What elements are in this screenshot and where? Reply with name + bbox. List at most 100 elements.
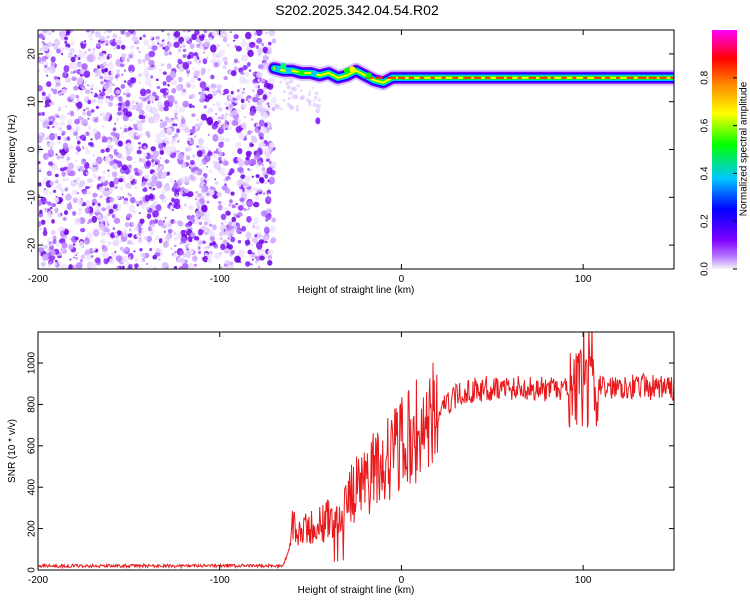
- noise-blob: [92, 192, 98, 198]
- noise-blob: [268, 77, 276, 85]
- noise-blob: [73, 198, 78, 204]
- noise-blob: [182, 262, 189, 269]
- noise-blob: [237, 148, 243, 155]
- noise-blob: [255, 151, 261, 157]
- noise-blob: [42, 37, 45, 41]
- noise-blob: [219, 167, 226, 175]
- snr-x-tick-label: -200: [28, 575, 48, 586]
- noise-blob: [256, 88, 264, 96]
- noise-blob: [123, 228, 128, 233]
- noise-blob: [295, 94, 298, 97]
- noise-blob: [142, 187, 148, 193]
- noise-blob: [99, 113, 103, 116]
- noise-blob: [75, 128, 79, 132]
- noise-blob: [237, 239, 242, 244]
- noise-blob: [218, 237, 221, 240]
- noise-blob: [250, 143, 254, 147]
- noise-blob: [189, 174, 194, 180]
- noise-blob: [248, 207, 251, 210]
- noise-blob: [85, 30, 91, 33]
- noise-blob: [268, 30, 276, 37]
- noise-blob: [249, 110, 256, 116]
- noise-blob: [195, 61, 199, 65]
- noise-blob: [241, 225, 247, 232]
- noise-blob: [120, 30, 126, 35]
- noise-blob: [197, 192, 203, 198]
- noise-blob: [135, 201, 139, 205]
- noise-blob: [181, 44, 187, 48]
- noise-blob: [145, 88, 152, 95]
- noise-blob: [162, 71, 167, 75]
- noise-blob: [194, 236, 200, 241]
- noise-blob: [118, 36, 122, 40]
- noise-blob: [78, 207, 83, 212]
- noise-blob: [162, 39, 165, 42]
- signal-blob: [349, 66, 356, 73]
- noise-blob: [270, 148, 273, 151]
- noise-blob: [143, 38, 149, 46]
- noise-blob: [231, 204, 236, 209]
- snr-x-label: Height of straight line (km): [298, 585, 415, 596]
- noise-blob: [157, 100, 161, 103]
- noise-blob: [48, 264, 51, 268]
- noise-blob: [125, 88, 131, 94]
- noise-blob: [258, 119, 265, 127]
- noise-blob: [202, 51, 206, 54]
- noise-blob: [260, 104, 263, 108]
- noise-blob: [119, 127, 122, 129]
- noise-blob: [178, 126, 182, 130]
- noise-blob: [152, 219, 155, 223]
- noise-blob: [314, 91, 319, 96]
- noise-blob: [91, 247, 96, 252]
- noise-blob: [159, 241, 162, 244]
- noise-blob: [182, 30, 187, 33]
- noise-blob: [228, 119, 232, 123]
- noise-blob: [121, 164, 128, 171]
- noise-blob: [267, 82, 274, 90]
- noise-blob: [212, 54, 217, 58]
- noise-blob: [113, 217, 121, 224]
- noise-blob: [92, 173, 98, 179]
- noise-blob: [245, 150, 252, 156]
- noise-blob: [43, 188, 47, 191]
- snr-x-tick-label: 100: [575, 575, 592, 586]
- noise-blob: [87, 54, 94, 62]
- noise-blob: [207, 151, 213, 157]
- noise-blob: [292, 86, 297, 92]
- noise-blob: [130, 77, 137, 84]
- noise-blob: [136, 234, 140, 238]
- noise-blob: [172, 109, 179, 116]
- noise-blob: [116, 69, 121, 74]
- noise-blob: [241, 54, 248, 62]
- signal-blob: [311, 70, 318, 77]
- noise-blob: [260, 210, 268, 217]
- noise-blob: [150, 41, 155, 45]
- noise-blob: [315, 117, 321, 125]
- noise-blob: [92, 128, 98, 134]
- noise-blob: [96, 42, 101, 48]
- noise-blob: [105, 187, 108, 190]
- noise-blob: [138, 229, 142, 233]
- noise-blob: [41, 253, 49, 262]
- noise-blob: [183, 203, 188, 207]
- noise-blob: [171, 253, 174, 256]
- noise-blob: [110, 252, 118, 258]
- noise-blob: [215, 84, 223, 90]
- noise-blob: [45, 136, 50, 141]
- noise-blob: [227, 244, 233, 250]
- noise-blob: [184, 177, 190, 184]
- noise-blob: [124, 221, 130, 228]
- noise-blob: [43, 227, 47, 232]
- noise-blob: [116, 265, 120, 269]
- noise-blob: [66, 124, 72, 131]
- noise-blob: [110, 41, 117, 47]
- noise-blob: [51, 164, 59, 171]
- noise-blob: [195, 195, 198, 198]
- noise-blob: [65, 105, 68, 108]
- noise-blob: [182, 48, 187, 53]
- noise-blob: [153, 106, 157, 110]
- noise-blob: [78, 77, 82, 81]
- noise-blob: [131, 104, 138, 110]
- noise-blob: [219, 92, 223, 96]
- noise-blob: [154, 36, 158, 40]
